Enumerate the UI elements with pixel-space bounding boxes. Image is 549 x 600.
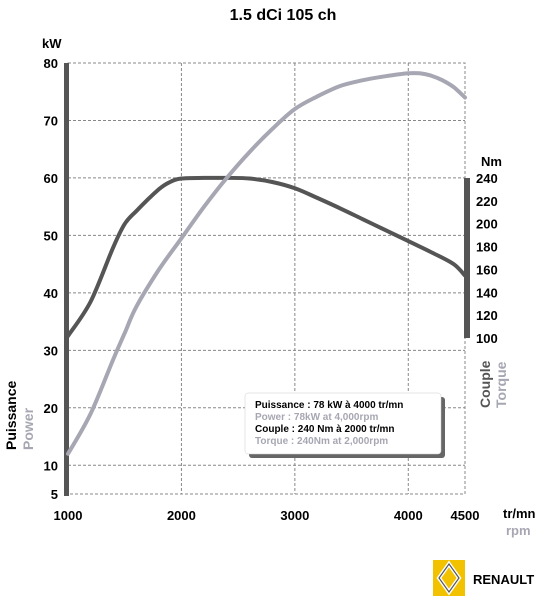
power-curve	[66, 175, 467, 338]
left-axis-unit: kW	[42, 36, 62, 51]
y-left-tick-label: 5	[51, 487, 58, 502]
y-right-tick-label: 220	[476, 194, 498, 209]
left-axis-label-fr: Puissance	[3, 381, 19, 450]
info-box: Puissance : 78 kW à 4000 tr/mn Power : 7…	[244, 392, 445, 458]
x-axis-ticks: 1000 2000 3000 4000 4500	[54, 508, 480, 523]
x-tick-label: 1000	[54, 508, 83, 523]
left-axis-label-en: Power	[20, 407, 36, 450]
y-left-tick-label: 40	[44, 286, 58, 301]
info-torque-fr: Couple : 240 Nm à 2000 tr/mn	[255, 424, 395, 435]
y-right-tick-label: 140	[476, 285, 498, 300]
y-right-tick-label: 180	[476, 240, 498, 255]
left-axis-bar	[64, 63, 69, 496]
info-power-en: Power : 78kW at 4,000rpm	[255, 412, 378, 423]
y-left-tick-label: 20	[44, 401, 58, 416]
right-axis-bar	[464, 178, 470, 338]
y-right-tick-label: 160	[476, 262, 498, 277]
info-torque-en: Torque : 240Nm at 2,000rpm	[255, 436, 388, 447]
torque-curve	[66, 71, 467, 456]
y-right-tick-label: 120	[476, 308, 498, 323]
y-left-tick-label: 60	[44, 171, 58, 186]
chart-title: 1.5 dCi 105 ch	[230, 7, 337, 24]
y-left-tick-label: 50	[44, 228, 58, 243]
right-axis-unit: Nm	[481, 154, 502, 169]
left-axis-ticks: 5 10 20 30 40 50 60 70 80	[44, 56, 58, 502]
x-tick-label: 2000	[167, 508, 196, 523]
y-left-tick-label: 70	[44, 113, 58, 128]
y-left-tick-label: 10	[44, 458, 58, 473]
series-layer	[66, 71, 467, 456]
x-axis-unit-fr: tr/mn	[503, 506, 536, 521]
y-right-tick-label: 240	[476, 171, 498, 186]
x-axis-unit-en: rpm	[506, 523, 531, 538]
info-power-fr: Puissance : 78 kW à 4000 tr/mn	[255, 400, 403, 411]
y-right-tick-label: 200	[476, 217, 498, 232]
y-right-tick-label: 100	[476, 331, 498, 346]
y-left-tick-label: 80	[44, 56, 58, 71]
renault-logo: RENAULT	[433, 560, 534, 596]
right-axis-ticks: 100 120 140 160 180 200 220 240	[476, 171, 498, 346]
info-box-panel	[244, 392, 442, 455]
x-tick-label: 4500	[451, 508, 480, 523]
y-left-tick-label: 30	[44, 343, 58, 358]
x-tick-label: 3000	[280, 508, 309, 523]
right-axis-label-en: Torque	[493, 361, 509, 408]
x-tick-label: 4000	[394, 508, 423, 523]
right-axis-label-fr: Couple	[477, 360, 493, 408]
diamond-outline-icon	[438, 562, 460, 594]
brand-name: RENAULT	[473, 572, 534, 587]
